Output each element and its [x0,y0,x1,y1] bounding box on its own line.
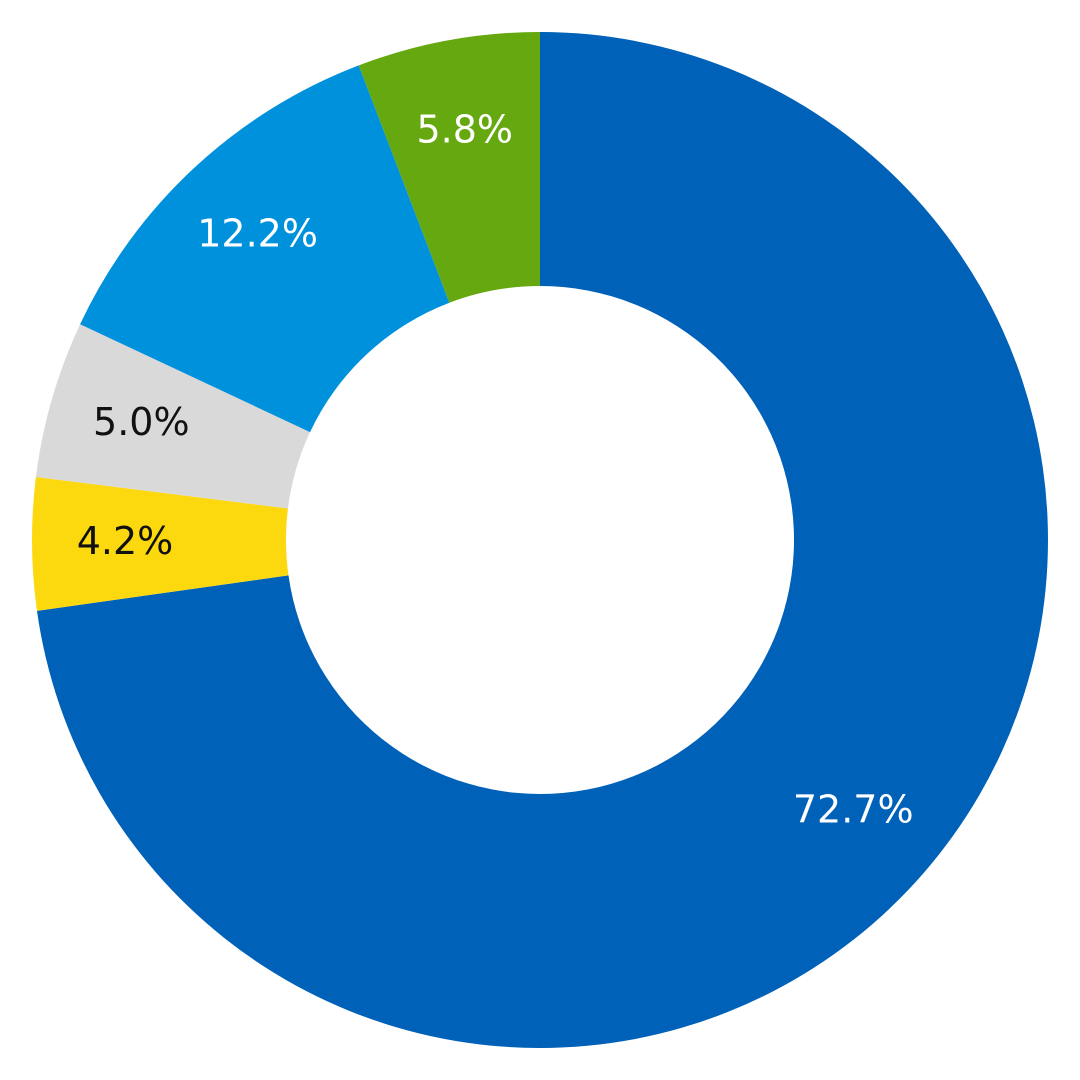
value-label: 12.2% [197,211,318,255]
value-label: 4.2% [77,519,174,563]
value-label: 5.8% [416,107,513,151]
donut-slice [358,32,540,303]
donut-slice [35,324,311,509]
donut-slice [31,477,289,611]
value-label: 5.0% [93,400,190,444]
donut-slice [36,32,1049,1048]
value-label: 72.7% [793,788,914,832]
donut-slice [80,65,450,433]
